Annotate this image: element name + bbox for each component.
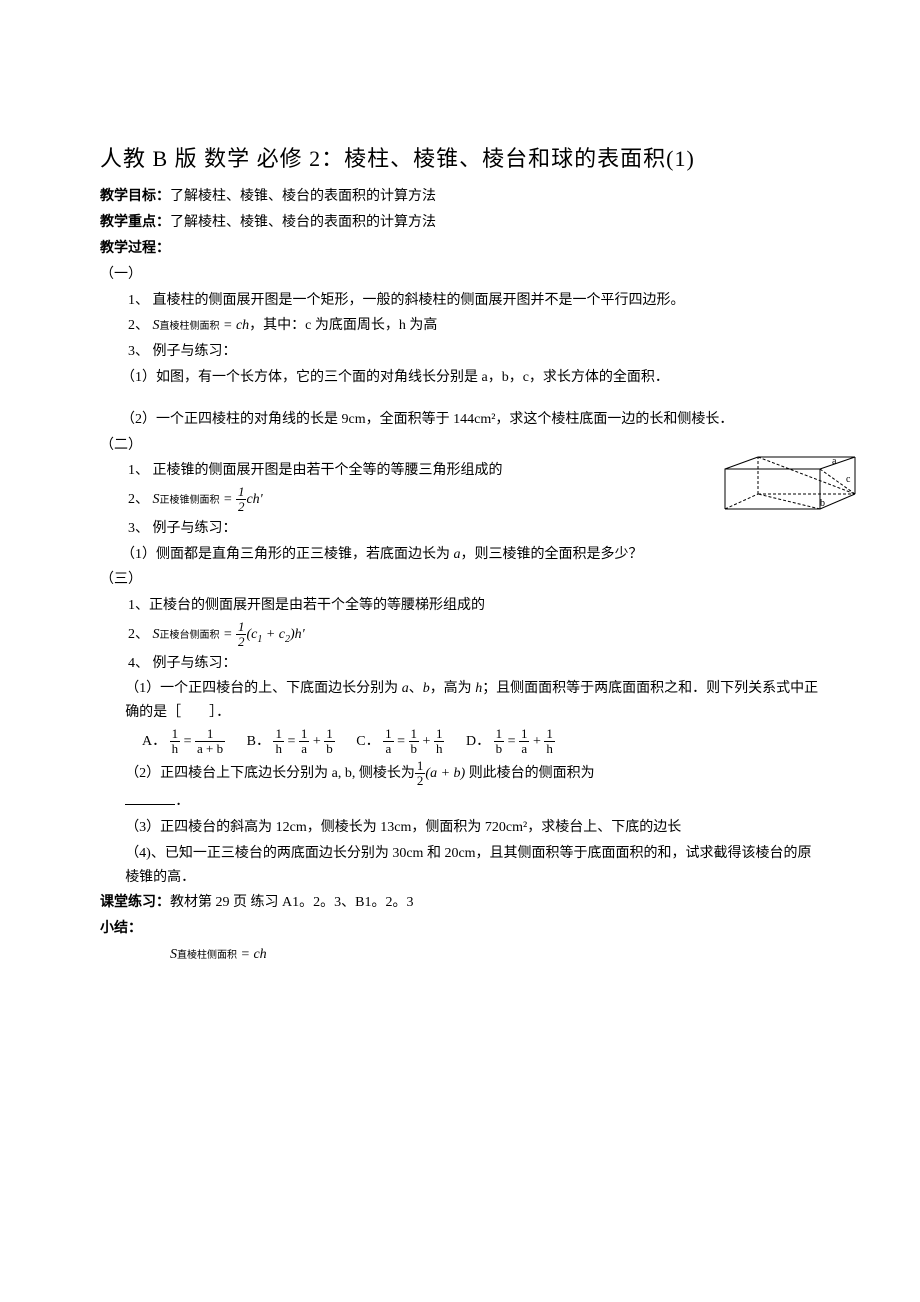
s2-frac-den: 2 <box>236 500 247 514</box>
s1-ex1: （1）如图，有一个长方体，它的三个面的对角线长分别是 a，b，c，求长方体的全面… <box>100 366 820 390</box>
goal-line: 教学目标：了解棱柱、棱锥、棱台的表面积的计算方法 <box>100 185 820 209</box>
s1-point1: 1、 直棱柱的侧面展开图是一个矩形，一般的斜棱柱的侧面展开图并不是一个平行四边形… <box>100 289 820 313</box>
answer-blank <box>125 790 175 805</box>
s2-p2-post: ch' <box>246 492 262 507</box>
option-c: C． 1a = 1b + 1h <box>356 727 444 757</box>
s3-ex2-blank: ． <box>100 790 820 814</box>
cuboid-diagram: a b c <box>720 449 860 524</box>
s3-frac-den: 2 <box>236 635 247 649</box>
s3-p2-S: S <box>153 627 160 642</box>
s2-frac-num: 1 <box>236 485 247 500</box>
s3-ex1: （1）一个正四棱台的上、下底面边长分别为 a、b，高为 h；且侧面面积等于两底面… <box>100 677 820 725</box>
s1-ex2: （2）一个正四棱柱的对角线的长是 9cm，全面积等于 144cm²，求这个棱柱底… <box>100 408 820 432</box>
diagram-label-c: c <box>846 474 851 485</box>
s2-p2-eq: = <box>220 492 236 507</box>
focus-label: 教学重点： <box>100 215 170 230</box>
focus-line: 教学重点：了解棱柱、棱锥、棱台的表面积的计算方法 <box>100 211 820 235</box>
s3-p2-prefix: 2、 <box>128 627 149 642</box>
s2-p2-sub: 正棱锥侧面积 <box>160 495 220 506</box>
practice-label: 课堂练习： <box>100 895 170 910</box>
s1-p2-prefix: 2、 <box>128 318 153 333</box>
section-2-heading: （二） <box>100 434 820 458</box>
diagram-label-a: a <box>832 456 837 467</box>
s2-ex1-a: （1）侧面都是直角三角形的正三棱锥，若底面边长为 <box>121 547 454 562</box>
option-d: D． 1b = 1a + 1h <box>466 727 555 757</box>
s3-p2-expr: (c1 + c2)h' <box>246 627 304 642</box>
goal-text: 了解棱柱、棱锥、棱台的表面积的计算方法 <box>170 189 436 204</box>
section-3-heading: （三） <box>100 568 820 592</box>
s2-p2-prefix: 2、 <box>128 492 153 507</box>
s3-p2-eq: = <box>220 627 236 642</box>
s1-p2-eq: = ch <box>220 318 250 333</box>
focus-text: 了解棱柱、棱锥、棱台的表面积的计算方法 <box>170 215 436 230</box>
s2-point2: 2、 S正棱锥侧面积 = 12ch' <box>100 485 820 515</box>
sum-S: S <box>170 947 177 962</box>
s2-point1: 1、 正棱锥的侧面展开图是由若干个全等的等腰三角形组成的 <box>100 459 820 483</box>
s3-ex2: （2）正四棱台上下底边长分别为 a, b, 侧棱长为12(a + b) 则此棱台… <box>100 759 820 789</box>
section-1-heading: （一） <box>100 263 820 287</box>
s3-point1: 1、正棱台的侧面展开图是由若干个全等的等腰梯形组成的 <box>100 594 820 618</box>
goal-label: 教学目标： <box>100 189 170 204</box>
option-row: A． 1h = 1a + b B． 1h = 1a + 1b C． 1a = 1… <box>100 727 820 757</box>
s1-p2-post: ，其中：c 为底面周长，h 为高 <box>249 318 437 333</box>
s3-frac-num: 1 <box>236 620 247 635</box>
s2-p2-S: S <box>153 492 160 507</box>
process-label: 教学过程： <box>100 237 820 261</box>
s3-ex3: （3）正四棱台的斜高为 12cm，侧棱长为 13cm，侧面积为 720cm²，求… <box>100 816 820 840</box>
s3-point4: 4、 例子与练习： <box>100 652 820 676</box>
s1-p2-S: S <box>153 318 160 333</box>
practice-text: 教材第 29 页 练习 A1。2。3、B1。2。3 <box>170 895 413 910</box>
option-b: B． 1h = 1a + 1b <box>247 727 335 757</box>
summary-label: 小结： <box>100 917 820 941</box>
s1-point3: 3、 例子与练习： <box>100 340 820 364</box>
s2-ex1-c: ，则三棱锥的全面积是多少？ <box>461 547 643 562</box>
s2-point3: 3、 例子与练习： <box>100 517 820 541</box>
s3-p2-sub: 正棱台侧面积 <box>160 630 220 641</box>
s1-p2-sub: 直棱柱侧面积 <box>160 321 220 332</box>
summary-formula: S直棱柱侧面积 = ch <box>100 943 820 967</box>
s2-ex1-b: a <box>454 547 461 562</box>
s1-point2: 2、 S直棱柱侧面积 = ch，其中：c 为底面周长，h 为高 <box>100 314 820 338</box>
option-a: A． 1h = 1a + b <box>142 727 225 757</box>
page-title: 人教 B 版 数学 必修 2：棱柱、棱锥、棱台和球的表面积(1) <box>100 140 820 177</box>
s3-point2: 2、 S正棱台侧面积 = 12(c1 + c2)h' <box>100 620 820 650</box>
practice-line: 课堂练习：教材第 29 页 练习 A1。2。3、B1。2。3 <box>100 891 820 915</box>
sum-sub: 直棱柱侧面积 <box>177 950 237 961</box>
diagram-label-b: b <box>820 498 825 509</box>
sum-eq: = ch <box>237 947 267 962</box>
s2-ex1: （1）侧面都是直角三角形的正三棱锥，若底面边长为 a，则三棱锥的全面积是多少？ <box>100 543 820 567</box>
s3-ex4: （4)、已知一正三棱台的两底面边长分别为 30cm 和 20cm，且其侧面积等于… <box>100 842 820 890</box>
